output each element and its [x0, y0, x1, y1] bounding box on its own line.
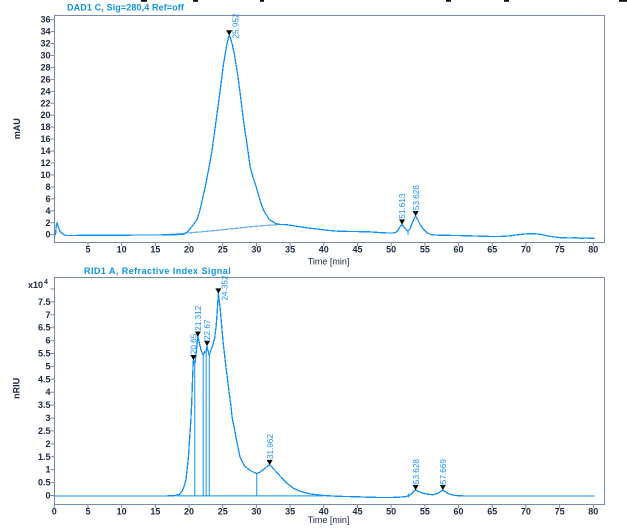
svg-text:25: 25 — [218, 507, 228, 517]
svg-text:26: 26 — [40, 74, 50, 84]
svg-text:30: 30 — [251, 245, 261, 255]
svg-text:20: 20 — [184, 507, 194, 517]
svg-text:40: 40 — [319, 245, 329, 255]
svg-text:21.312: 21.312 — [194, 305, 203, 330]
svg-text:60: 60 — [454, 507, 464, 517]
svg-text:6: 6 — [45, 336, 50, 346]
svg-text:15: 15 — [150, 507, 160, 517]
svg-text:50: 50 — [386, 507, 396, 517]
svg-text:4.5: 4.5 — [38, 374, 51, 384]
svg-text:5: 5 — [85, 507, 90, 517]
svg-text:5: 5 — [45, 361, 50, 371]
svg-text:51.613: 51.613 — [398, 193, 407, 218]
svg-text:30: 30 — [251, 507, 261, 517]
svg-text:6: 6 — [45, 194, 50, 204]
svg-text:28: 28 — [40, 62, 50, 72]
svg-text:1.5: 1.5 — [38, 452, 51, 462]
svg-text:35: 35 — [285, 507, 295, 517]
svg-text:60: 60 — [454, 245, 464, 255]
svg-text:Time [min]: Time [min] — [308, 257, 350, 267]
svg-text:24: 24 — [40, 86, 50, 96]
svg-text:20: 20 — [40, 110, 50, 120]
svg-text:55: 55 — [420, 245, 430, 255]
svg-text:20: 20 — [184, 245, 194, 255]
svg-text:25.952: 25.952 — [231, 13, 240, 38]
svg-text:57.669: 57.669 — [439, 459, 448, 484]
svg-text:55: 55 — [420, 507, 430, 517]
svg-text:10: 10 — [117, 507, 127, 517]
svg-text:6.5: 6.5 — [38, 323, 51, 333]
svg-text:20.65: 20.65 — [190, 333, 199, 354]
svg-text:2.5: 2.5 — [38, 426, 51, 436]
svg-text:18: 18 — [40, 122, 50, 132]
svg-text:4: 4 — [44, 279, 48, 286]
svg-text:14: 14 — [40, 146, 50, 156]
svg-text:70: 70 — [521, 507, 531, 517]
svg-text:31.962: 31.962 — [266, 434, 275, 459]
svg-text:22: 22 — [40, 98, 50, 108]
svg-text:25: 25 — [218, 245, 228, 255]
svg-text:x10: x10 — [28, 280, 43, 290]
svg-text:35: 35 — [285, 245, 295, 255]
svg-text:0: 0 — [45, 230, 50, 240]
svg-text:8: 8 — [45, 182, 50, 192]
svg-text:45: 45 — [352, 507, 362, 517]
svg-text:32: 32 — [40, 39, 50, 49]
svg-text:7: 7 — [45, 310, 50, 320]
svg-text:40: 40 — [319, 507, 329, 517]
svg-text:3.5: 3.5 — [38, 400, 51, 410]
svg-text:24.352: 24.352 — [221, 275, 230, 300]
svg-text:5.5: 5.5 — [38, 348, 51, 358]
svg-text:80: 80 — [588, 245, 598, 255]
svg-text:75: 75 — [555, 507, 565, 517]
svg-text:75: 75 — [555, 245, 565, 255]
svg-text:12: 12 — [40, 158, 50, 168]
svg-text:30: 30 — [40, 50, 50, 60]
svg-text:mAU: mAU — [12, 118, 22, 139]
svg-text:36: 36 — [40, 15, 50, 25]
svg-text:7.5: 7.5 — [38, 297, 51, 307]
svg-text:50: 50 — [386, 245, 396, 255]
svg-text:RID1 A, Refractive Index Signa: RID1 A, Refractive Index Signal — [84, 266, 231, 276]
svg-text:34: 34 — [40, 27, 50, 37]
svg-text:4: 4 — [45, 206, 50, 216]
svg-text:10: 10 — [117, 245, 127, 255]
svg-text:4: 4 — [45, 387, 50, 397]
svg-text:2: 2 — [45, 439, 50, 449]
svg-text:53.628: 53.628 — [412, 185, 421, 210]
svg-text:70: 70 — [521, 245, 531, 255]
svg-text:65: 65 — [487, 507, 497, 517]
svg-text:0: 0 — [52, 507, 57, 517]
svg-text:65: 65 — [487, 245, 497, 255]
svg-text:22.67: 22.67 — [203, 319, 212, 340]
svg-text:DAD1 C, Sig=280,4 Ref=off: DAD1 C, Sig=280,4 Ref=off — [67, 3, 185, 13]
svg-text:80: 80 — [588, 507, 598, 517]
svg-text:3: 3 — [45, 413, 50, 423]
svg-text:16: 16 — [40, 134, 50, 144]
svg-text:53.628: 53.628 — [412, 459, 421, 484]
svg-text:45: 45 — [352, 245, 362, 255]
svg-text:0: 0 — [45, 491, 50, 501]
svg-text:1: 1 — [45, 465, 50, 475]
svg-text:nRIU: nRIU — [11, 378, 21, 399]
svg-text:5: 5 — [85, 245, 90, 255]
svg-text:0.5: 0.5 — [38, 478, 51, 488]
svg-text:10: 10 — [40, 170, 50, 180]
svg-text:15: 15 — [150, 245, 160, 255]
svg-text:2: 2 — [45, 218, 50, 228]
svg-text:Time [min]: Time [min] — [308, 515, 350, 525]
